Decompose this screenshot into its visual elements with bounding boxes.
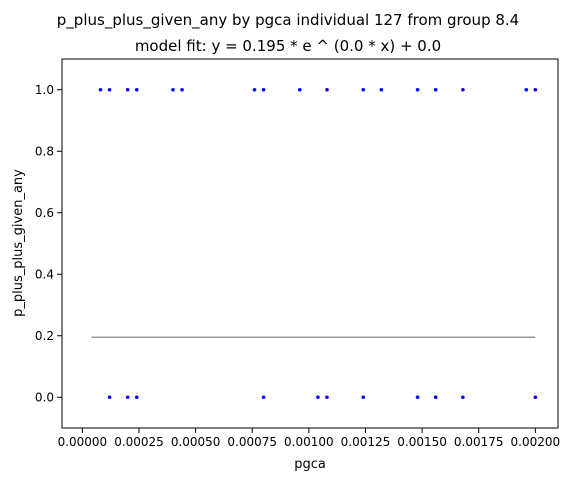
y-tick-label: 0.6 bbox=[35, 206, 54, 220]
y-tick-label: 0.2 bbox=[35, 329, 54, 343]
data-point bbox=[325, 395, 329, 400]
data-point bbox=[252, 87, 257, 92]
x-tick-label: 0.00100 bbox=[284, 435, 334, 449]
data-point bbox=[125, 87, 130, 92]
data-point bbox=[361, 395, 366, 400]
x-tick-label: 0.00175 bbox=[454, 435, 504, 449]
data-point bbox=[461, 395, 465, 400]
x-tick-label: 0.00125 bbox=[341, 435, 391, 449]
data-point bbox=[361, 87, 366, 92]
data-point bbox=[415, 395, 420, 400]
data-point bbox=[316, 395, 320, 400]
data-point bbox=[107, 87, 112, 92]
x-tick-label: 0.00050 bbox=[171, 435, 221, 449]
data-point bbox=[180, 87, 184, 92]
data-point bbox=[533, 395, 538, 400]
data-point bbox=[261, 87, 266, 92]
data-point bbox=[433, 87, 438, 92]
data-point bbox=[379, 87, 384, 92]
data-point bbox=[134, 87, 139, 92]
data-point bbox=[171, 87, 175, 92]
data-point bbox=[415, 87, 420, 92]
y-tick-label: 0.8 bbox=[35, 144, 54, 158]
data-point bbox=[433, 395, 438, 400]
x-axis-label: pgca bbox=[294, 457, 326, 472]
y-tick-label: 0.4 bbox=[35, 267, 54, 281]
data-point bbox=[524, 87, 529, 92]
y-axis-label: p_plus_plus_given_any bbox=[11, 169, 26, 317]
axes-frame bbox=[61, 58, 559, 429]
data-point bbox=[533, 87, 538, 92]
data-point bbox=[325, 87, 329, 92]
data-point bbox=[107, 395, 112, 400]
data-point bbox=[261, 395, 266, 400]
x-tick-label: 0.00200 bbox=[511, 435, 561, 449]
y-tick-label: 0.0 bbox=[35, 390, 54, 404]
y-tick-label: 1.0 bbox=[35, 83, 54, 97]
x-tick-label: 0.00150 bbox=[397, 435, 447, 449]
x-tick-label: 0.00025 bbox=[114, 435, 164, 449]
x-tick-label: 0.00075 bbox=[227, 435, 277, 449]
data-point bbox=[298, 87, 302, 92]
x-tick-label: 0.00000 bbox=[58, 435, 108, 449]
chart-subtitle: model fit: y = 0.195 * e ^ (0.0 * x) + 0… bbox=[135, 37, 441, 55]
data-point bbox=[461, 87, 465, 92]
data-point bbox=[125, 395, 130, 400]
plot-area: 0.00000 0.00025 0.00050 0.00075 0.00100 0.001… bbox=[35, 58, 561, 449]
chart-title: p_plus_plus_given_any by pgca individual… bbox=[57, 11, 519, 30]
data-point bbox=[98, 87, 103, 92]
data-point bbox=[134, 395, 139, 400]
